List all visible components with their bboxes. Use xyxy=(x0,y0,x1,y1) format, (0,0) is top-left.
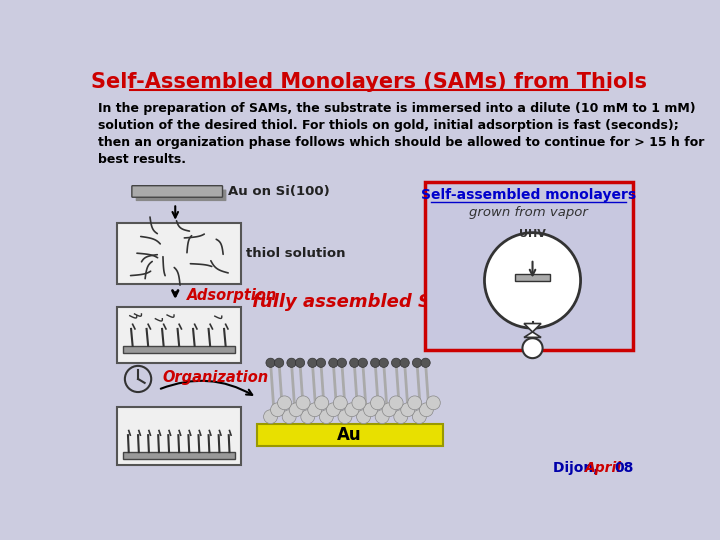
Circle shape xyxy=(421,358,431,367)
Circle shape xyxy=(287,358,296,367)
Circle shape xyxy=(333,396,347,410)
FancyBboxPatch shape xyxy=(136,190,226,201)
Text: Self-assembled monolayers: Self-assembled monolayers xyxy=(421,188,636,202)
Circle shape xyxy=(315,396,329,410)
Circle shape xyxy=(266,358,275,367)
Text: Au: Au xyxy=(337,426,362,444)
Bar xyxy=(123,452,235,459)
Text: fully assembled SAM: fully assembled SAM xyxy=(252,293,463,311)
Circle shape xyxy=(289,403,303,417)
FancyBboxPatch shape xyxy=(132,186,222,197)
Circle shape xyxy=(345,403,359,417)
Circle shape xyxy=(352,396,366,410)
Circle shape xyxy=(371,358,380,367)
Text: UHV: UHV xyxy=(519,229,546,239)
Circle shape xyxy=(389,396,403,410)
Circle shape xyxy=(413,358,422,367)
Circle shape xyxy=(401,403,415,417)
Circle shape xyxy=(426,396,441,410)
Text: Dijon,: Dijon, xyxy=(554,461,604,475)
Circle shape xyxy=(364,403,377,417)
Circle shape xyxy=(523,338,543,358)
Circle shape xyxy=(337,358,346,367)
Circle shape xyxy=(320,410,333,423)
Circle shape xyxy=(413,410,426,423)
Circle shape xyxy=(282,410,296,423)
Circle shape xyxy=(264,410,277,423)
Circle shape xyxy=(356,410,371,423)
Circle shape xyxy=(408,396,422,410)
Polygon shape xyxy=(524,332,541,338)
Circle shape xyxy=(358,358,367,367)
Bar xyxy=(516,274,549,281)
Circle shape xyxy=(274,358,284,367)
Circle shape xyxy=(338,410,352,423)
Circle shape xyxy=(271,403,284,417)
Text: April: April xyxy=(585,461,621,475)
Bar xyxy=(425,182,632,350)
Circle shape xyxy=(379,358,388,367)
Circle shape xyxy=(419,403,433,417)
Bar xyxy=(123,346,235,353)
Circle shape xyxy=(307,358,317,367)
Circle shape xyxy=(307,403,322,417)
Text: Self-Assembled Monolayers (SAMs) from Thiols: Self-Assembled Monolayers (SAMs) from Th… xyxy=(91,72,647,92)
Circle shape xyxy=(485,233,580,328)
Circle shape xyxy=(296,396,310,410)
Circle shape xyxy=(400,358,409,367)
Text: Organization: Organization xyxy=(162,370,268,385)
Text: Adsorption: Adsorption xyxy=(187,288,277,303)
Circle shape xyxy=(382,403,396,417)
Circle shape xyxy=(350,358,359,367)
Circle shape xyxy=(295,358,305,367)
Text: grown from vapor: grown from vapor xyxy=(469,206,588,219)
Text: In the preparation of SAMs, the substrate is immersed into a dilute (10 mM to 1 : In the preparation of SAMs, the substrat… xyxy=(98,102,704,166)
Circle shape xyxy=(392,358,401,367)
Circle shape xyxy=(329,358,338,367)
Bar xyxy=(117,222,241,284)
Bar xyxy=(256,424,443,446)
Circle shape xyxy=(371,396,384,410)
Circle shape xyxy=(316,358,325,367)
Circle shape xyxy=(277,396,292,410)
Bar xyxy=(117,307,241,363)
Bar xyxy=(117,408,241,465)
Circle shape xyxy=(301,410,315,423)
Text: 08: 08 xyxy=(614,461,634,475)
Text: thiol solution: thiol solution xyxy=(246,247,346,260)
Polygon shape xyxy=(524,323,541,332)
Circle shape xyxy=(326,403,341,417)
Text: Au on Si(100): Au on Si(100) xyxy=(228,185,330,198)
Circle shape xyxy=(375,410,389,423)
Circle shape xyxy=(394,410,408,423)
